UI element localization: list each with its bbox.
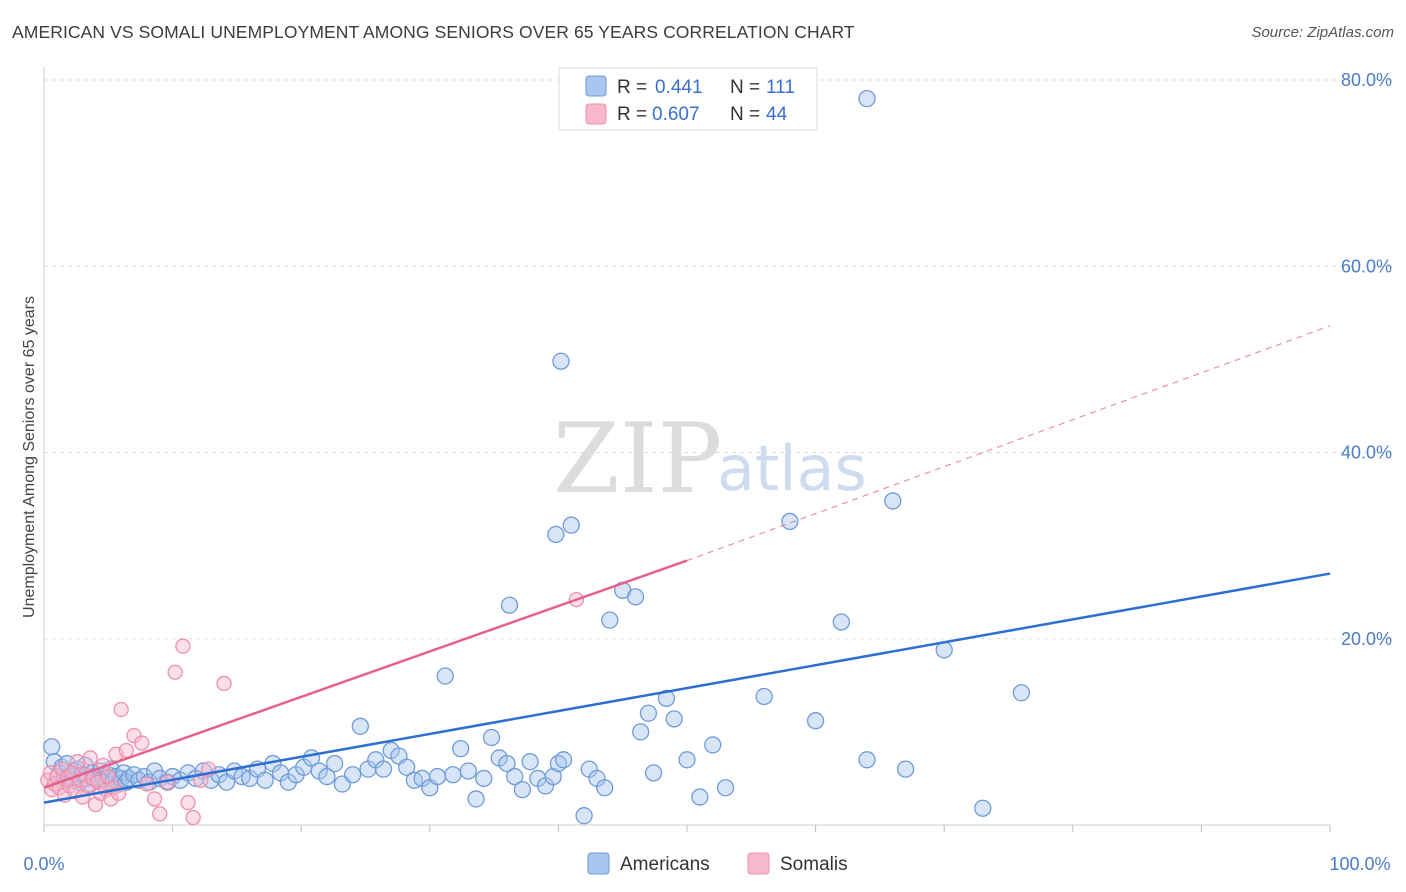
americans-point-88 [554, 751, 573, 769]
americans-point-80 [498, 754, 516, 773]
legend-somalis-n-label: N = [730, 104, 760, 125]
somalis-point-43 [216, 675, 232, 692]
y-tick-labels: 20.0% 40.0% 60.0% 80.0% [1341, 70, 1392, 649]
legend-americans-r-value: 0.441 [655, 77, 703, 98]
bottom-legend-americans: Americans [620, 854, 710, 875]
americans-point-61 [351, 717, 370, 735]
somalis-point-37 [167, 664, 183, 680]
legend: R = 0.441 N = 111 R = 0.607 N = 44 [558, 67, 818, 131]
bottom-legend: Americans Somalis [587, 852, 848, 875]
americans-point-97 [632, 723, 650, 741]
americans-point-81 [506, 767, 524, 786]
legend-swatch-americans [585, 75, 607, 97]
bottom-legend-swatch-somalis [747, 852, 770, 875]
americans-point-114 [974, 799, 992, 817]
trendline-somalis-extension [686, 325, 1331, 562]
legend-americans-n-label: N = [730, 77, 760, 98]
legend-swatch-somalis [585, 103, 607, 125]
americans-point-106 [755, 687, 773, 706]
americans-point-73 [444, 766, 462, 784]
americans-point-108 [806, 712, 825, 730]
americans-point-105 [716, 779, 735, 797]
americans-point-111 [884, 492, 902, 510]
americans-point-90 [575, 807, 593, 825]
trendline-americans [43, 572, 1331, 804]
americans-point-102 [678, 751, 696, 769]
americans-point-118 [547, 525, 565, 544]
americans-point-72 [436, 667, 454, 685]
somalis-point-32 [134, 735, 150, 751]
americans-point-83 [521, 753, 539, 771]
somalis-point-39 [180, 795, 196, 811]
x-tick-label-min: 0.0% [23, 854, 64, 874]
legend-somalis-r-label: R = [617, 104, 647, 125]
watermark-zip: ZIP [553, 403, 722, 515]
americans-point-110 [858, 751, 876, 769]
somalis-point-30 [118, 742, 134, 759]
americans-point-98 [639, 704, 658, 722]
legend-somalis-r-value: 0.607 [652, 104, 700, 125]
somalis-point-17 [82, 750, 98, 766]
somalis-point-38 [175, 638, 191, 654]
americans-point-71 [428, 767, 447, 786]
bottom-legend-swatch-americans [587, 852, 610, 875]
y-tick-label-80: 80.0% [1341, 70, 1392, 90]
americans-point-67 [398, 758, 416, 776]
y-axis-label: Unemployment Among Seniors over 65 years [21, 296, 38, 618]
americans-point-58 [325, 754, 344, 773]
americans-point-117 [500, 596, 519, 614]
somalis-point-34 [146, 791, 163, 807]
americans-point-86 [544, 767, 562, 786]
y-tick-label-60: 60.0% [1341, 256, 1392, 276]
trendline-somalis [43, 559, 688, 789]
americans-point-101 [665, 710, 683, 728]
somalis-point-40 [185, 809, 201, 826]
americans-point-78 [482, 728, 501, 747]
americans-point-94 [601, 611, 619, 629]
americans-point-100 [657, 689, 676, 707]
americans-point-89 [562, 516, 580, 534]
bottom-legend-somalis: Somalis [780, 854, 848, 875]
somalis-point-35 [152, 806, 168, 822]
americans-point-115 [1012, 684, 1031, 702]
grid-lines [44, 79, 1392, 640]
americans-point-76 [467, 790, 485, 808]
americans-point-49 [256, 771, 274, 789]
americans-point-107 [781, 512, 799, 531]
americans-point-116 [858, 89, 876, 108]
somalis-point-12 [69, 754, 86, 770]
americans-point-99 [644, 764, 663, 782]
y-tick-label-40: 40.0% [1341, 443, 1392, 463]
source-label: Source: ZipAtlas.com [1251, 24, 1394, 41]
y-tick-label-20: 20.0% [1341, 629, 1392, 649]
x-tick-label-max: 100.0% [1329, 854, 1390, 874]
americans-point-93 [596, 779, 614, 797]
americans-point-112 [896, 760, 915, 778]
legend-americans-n-value: 111 [766, 77, 795, 98]
americans-point-103 [691, 788, 709, 806]
americans-point-75 [459, 762, 478, 780]
americans-point-74 [452, 739, 470, 758]
series-americans [43, 89, 1031, 825]
chart-title: AMERICAN VS SOMALI UNEMPLOYMENT AMONG SE… [12, 22, 855, 42]
americans-point-104 [704, 736, 722, 754]
americans-point-60 [343, 766, 362, 784]
watermark-atlas: atlas [717, 432, 867, 505]
legend-americans-r-label: R = [617, 77, 647, 98]
legend-somalis-n-value: 44 [766, 104, 788, 125]
somalis-point-41 [193, 772, 209, 788]
americans-point-82 [513, 780, 532, 799]
watermark: ZIP atlas [553, 403, 867, 515]
americans-point-57 [318, 767, 336, 786]
x-ticks [43, 825, 1331, 832]
americans-point-96 [626, 588, 645, 606]
americans-point-64 [374, 760, 393, 778]
americans-point-77 [475, 769, 493, 788]
americans-point-0 [43, 738, 61, 756]
somalis-point-29 [113, 701, 129, 718]
americans-point-109 [832, 613, 850, 631]
trendlines [43, 325, 1331, 804]
americans-point-119 [552, 352, 570, 370]
